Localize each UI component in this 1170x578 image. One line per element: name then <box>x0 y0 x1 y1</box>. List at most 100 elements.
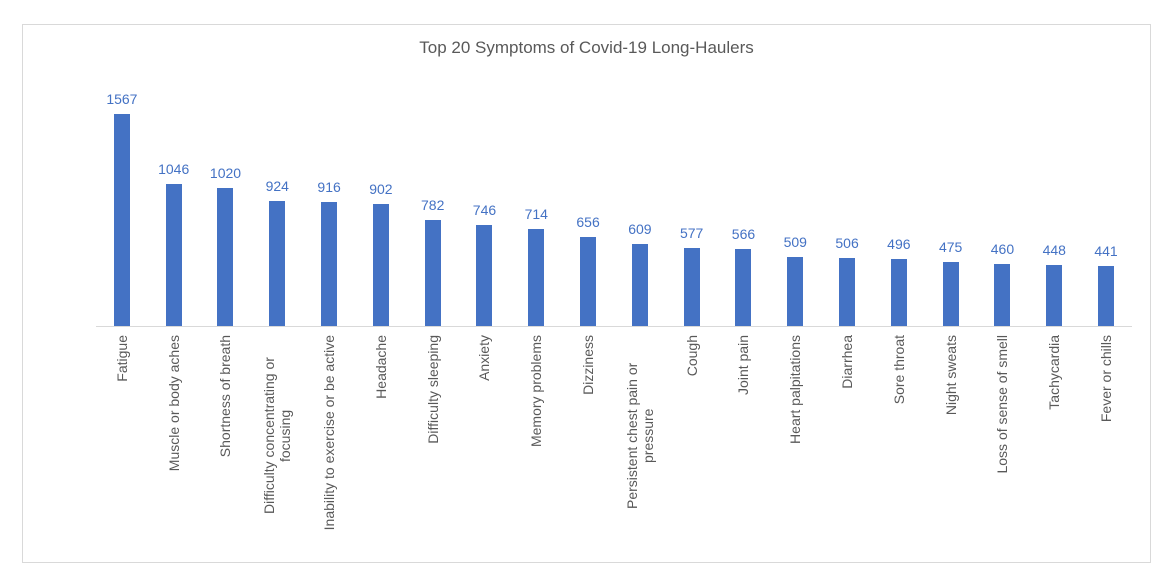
category-label: Dizziness <box>580 335 597 395</box>
category-slot: Memory problems <box>510 328 562 560</box>
bar-value-label: 460 <box>990 241 1015 257</box>
bar-value-label: 1567 <box>106 91 138 107</box>
bar-slot: 496 <box>873 25 925 326</box>
bar-value-label: 448 <box>1042 242 1066 258</box>
bar <box>580 237 597 326</box>
bar <box>994 264 1011 326</box>
bar-value-label: 577 <box>679 225 704 241</box>
bar <box>631 244 648 326</box>
bar-slot: 506 <box>821 25 873 326</box>
plot-area: 1567 1046 1020 924 916 902 782 746 714 656 609 577 5… <box>96 25 1132 327</box>
category-label: Diarrhea <box>839 335 855 389</box>
category-label: Joint pain <box>735 335 752 395</box>
category-label: Persistent chest pain or pressure <box>623 362 656 510</box>
bar-value-label: 1020 <box>209 165 242 181</box>
category-label: Shortness of breath <box>217 335 234 458</box>
category-label: Difficulty concentrating or focusing <box>261 357 294 515</box>
bar-slot: 924 <box>251 25 303 326</box>
category-slot: Tachycardia <box>1028 328 1080 560</box>
bar <box>787 257 804 326</box>
bar-value-label: 656 <box>576 214 600 230</box>
category-slot: Cough <box>666 328 718 560</box>
category-label: Fatigue <box>113 335 130 382</box>
category-slot: Shortness of breath <box>200 328 252 560</box>
bar-value-label: 916 <box>317 179 341 195</box>
bar-value-label: 924 <box>265 178 289 194</box>
bar-slot: 782 <box>407 25 459 326</box>
bar-slot: 1020 <box>200 25 252 326</box>
category-slot: Sore throat <box>873 328 925 560</box>
category-label: Muscle or body aches <box>165 335 182 472</box>
category-slot: Persistent chest pain or pressure <box>614 328 666 560</box>
bar-value-label: 496 <box>887 236 911 252</box>
category-slot: Heart palpitations <box>769 328 821 560</box>
bar <box>942 262 959 326</box>
bar-slot: 656 <box>562 25 614 326</box>
bar-slot: 1567 <box>96 25 148 326</box>
chart-title: Top 20 Symptoms of Covid-19 Long-Haulers <box>419 38 754 57</box>
bar-slot: 902 <box>355 25 407 326</box>
category-label: Inability to exercise or be active <box>321 335 338 531</box>
category-label: Cough <box>683 335 700 377</box>
bar <box>217 188 234 326</box>
bar-slot: 746 <box>459 25 511 326</box>
bar <box>683 248 700 326</box>
category-slot: Fever or chills <box>1080 328 1132 560</box>
bar-slot: 714 <box>510 25 562 326</box>
category-label: Night sweats <box>942 335 959 416</box>
bar <box>321 202 338 326</box>
category-slot: Fatigue <box>96 328 148 560</box>
bar <box>1098 266 1115 326</box>
category-label: Tachycardia <box>1046 335 1063 410</box>
bar <box>372 204 389 326</box>
bar <box>476 225 493 326</box>
category-label: Fever or chills <box>1097 335 1114 423</box>
bar-slot: 609 <box>614 25 666 326</box>
category-label: Sore throat <box>890 335 907 405</box>
bar-slot: 577 <box>666 25 718 326</box>
category-slot: Dizziness <box>562 328 614 560</box>
category-label: Difficulty sleeping <box>424 335 441 444</box>
category-slot: Headache <box>355 328 407 560</box>
category-label: Memory problems <box>528 335 545 448</box>
category-slot: Diarrhea <box>821 328 873 560</box>
bar-value-label: 746 <box>472 202 497 218</box>
bar-slot: 441 <box>1080 25 1132 326</box>
bar-value-label: 782 <box>421 197 445 213</box>
bar <box>113 114 130 326</box>
category-label: Anxiety <box>476 335 493 381</box>
category-slot: Muscle or body aches <box>148 328 200 560</box>
bar-value-label: 902 <box>369 181 393 197</box>
category-slot: Difficulty concentrating or focusing <box>251 328 303 560</box>
bar-slot: 475 <box>925 25 977 326</box>
bar-value-label: 441 <box>1094 243 1118 259</box>
bar-value-label: 566 <box>731 226 756 242</box>
bar-slot: 1046 <box>148 25 200 326</box>
bar-value-label: 609 <box>628 221 652 237</box>
bar-slot: 916 <box>303 25 355 326</box>
bar-value-label: 509 <box>783 234 807 250</box>
category-label: Loss of sense of smell <box>994 335 1011 474</box>
bar-slot: 460 <box>977 25 1029 326</box>
bar-value-label: 1046 <box>158 161 190 177</box>
bar <box>424 220 441 326</box>
bar <box>735 249 752 326</box>
category-slot: Night sweats <box>925 328 977 560</box>
category-label: Heart palpitations <box>787 335 804 444</box>
bar <box>269 201 286 326</box>
bar <box>165 184 182 326</box>
bar-slot: 448 <box>1028 25 1080 326</box>
bar-slot: 566 <box>718 25 770 326</box>
category-slot: Difficulty sleeping <box>407 328 459 560</box>
category-slot: Inability to exercise or be active <box>303 328 355 560</box>
bar <box>890 259 907 326</box>
bar <box>1046 265 1063 326</box>
bar <box>528 229 545 326</box>
category-axis: Fatigue Muscle or body aches Shortness of … <box>96 328 1132 560</box>
category-slot: Anxiety <box>459 328 511 560</box>
category-slot: Loss of sense of smell <box>977 328 1029 560</box>
category-label: Headache <box>372 335 389 399</box>
category-slot: Joint pain <box>718 328 770 560</box>
bar-value-label: 714 <box>524 206 548 222</box>
bar <box>839 258 856 326</box>
